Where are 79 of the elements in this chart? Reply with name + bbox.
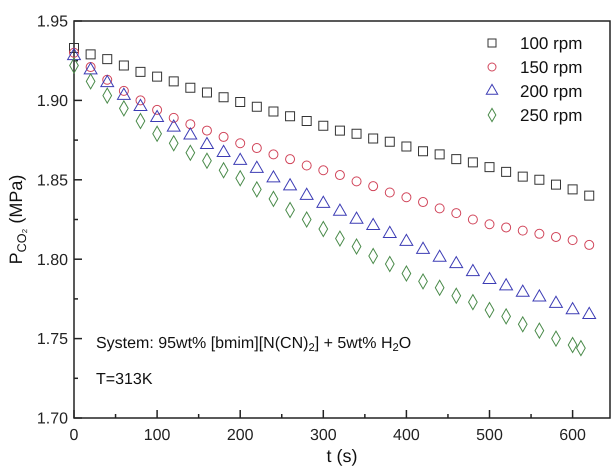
point <box>518 172 528 182</box>
point <box>468 214 478 224</box>
x-tick-label: 400 <box>393 427 420 444</box>
point <box>202 87 212 98</box>
point <box>218 92 229 102</box>
point <box>302 160 312 170</box>
annotation: T=313K <box>96 371 153 388</box>
point <box>468 157 478 168</box>
point <box>185 82 196 93</box>
legend-label: 250 rpm <box>520 106 582 125</box>
x-axis-title: t (s) <box>326 446 358 466</box>
x-tick-label: 200 <box>226 427 254 444</box>
point <box>368 181 378 192</box>
point <box>334 170 345 180</box>
y-tick-label: 1.80 <box>36 252 68 269</box>
point <box>235 96 246 107</box>
point <box>185 119 196 130</box>
point <box>218 132 229 142</box>
annotation: System: 95wt% [bmim][N(CN)$_{2}$] + 5wt% H$_{2}$O <box>96 335 412 354</box>
point <box>102 54 112 64</box>
point <box>534 228 544 239</box>
y-tick-label: 1.75 <box>36 331 68 348</box>
point <box>584 240 594 250</box>
point <box>568 235 578 246</box>
point <box>418 146 428 156</box>
point <box>550 232 561 242</box>
point <box>384 188 395 198</box>
x-tick-label: 100 <box>144 427 171 444</box>
point <box>384 136 395 147</box>
point <box>118 60 129 70</box>
point <box>235 138 246 148</box>
point <box>434 203 445 214</box>
legend-label: 150 rpm <box>520 58 582 77</box>
point <box>285 154 296 164</box>
point <box>518 226 528 236</box>
point <box>501 222 512 232</box>
point <box>534 174 544 185</box>
point <box>318 120 328 131</box>
point <box>252 143 262 154</box>
point <box>168 112 179 123</box>
point <box>168 76 179 86</box>
point <box>69 42 79 53</box>
point <box>86 49 96 60</box>
y-tick-label: 1.95 <box>36 14 68 31</box>
point <box>451 208 462 218</box>
point <box>268 149 278 160</box>
point <box>202 126 212 136</box>
x-tick-label: 0 <box>70 427 79 444</box>
point <box>484 219 495 230</box>
point <box>501 166 512 177</box>
legend-label: 200 rpm <box>520 82 582 101</box>
point <box>334 126 345 136</box>
point <box>352 128 362 139</box>
legend-label: 100 rpm <box>520 34 582 53</box>
point <box>451 154 462 164</box>
point <box>152 104 162 115</box>
point <box>352 176 362 186</box>
point <box>418 197 428 208</box>
point <box>401 192 412 202</box>
point <box>285 111 296 122</box>
point <box>152 72 162 82</box>
point <box>568 184 578 194</box>
y-tick-label: 1.90 <box>36 93 68 110</box>
point <box>484 162 495 172</box>
point <box>434 149 445 160</box>
x-tick-label: 300 <box>310 427 337 444</box>
point <box>401 141 412 152</box>
point <box>135 66 146 77</box>
point <box>302 116 312 126</box>
x-tick-label: 600 <box>559 427 586 444</box>
point <box>368 134 378 144</box>
point <box>252 102 262 112</box>
point <box>268 106 278 117</box>
point <box>584 190 594 201</box>
point <box>318 165 328 176</box>
x-tick-label: 500 <box>476 427 503 444</box>
point <box>550 180 561 190</box>
y-tick-label: 1.70 <box>36 410 68 428</box>
y-tick-label: 1.85 <box>36 172 68 190</box>
